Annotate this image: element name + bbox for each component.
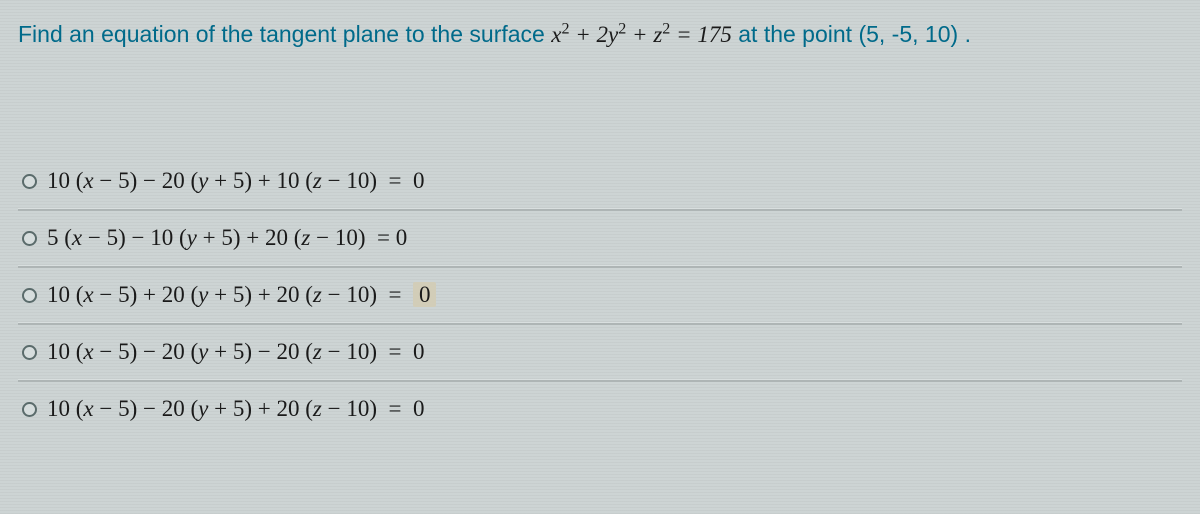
option-row[interactable]: 10 (x − 5) + 20 (y + 5) + 20 (z − 10) = … [18,266,1182,323]
radio-icon[interactable] [22,231,37,246]
option-row[interactable]: 5 (x − 5) − 10 (y + 5) + 20 (z − 10) = 0 [18,209,1182,266]
option-equation: 5 (x − 5) − 10 (y + 5) + 20 (z − 10) = 0 [47,225,407,251]
option-row[interactable]: 10 (x − 5) − 20 (y + 5) − 20 (z − 10) = … [18,323,1182,380]
radio-icon[interactable] [22,402,37,417]
radio-icon[interactable] [22,345,37,360]
option-equation: 10 (x − 5) + 20 (y + 5) + 20 (z − 10) = … [47,282,436,308]
question-text: Find an equation of the tangent plane to… [18,16,1182,54]
option-row[interactable]: 10 (x − 5) − 20 (y + 5) + 20 (z − 10) = … [18,380,1182,437]
option-equation: 10 (x − 5) − 20 (y + 5) + 20 (z − 10) = … [47,396,424,422]
question-point: (5, -5, 10) [858,21,958,47]
radio-icon[interactable] [22,174,37,189]
question-mid: at the point [738,21,858,47]
option-equation: 10 (x − 5) − 20 (y + 5) + 10 (z − 10) = … [47,168,424,194]
radio-icon[interactable] [22,288,37,303]
question-surface-equation: x2 + 2y2 + z2 = 175 [551,21,732,47]
question-container: Find an equation of the tangent plane to… [0,0,1200,437]
option-row[interactable]: 10 (x − 5) − 20 (y + 5) + 10 (z − 10) = … [18,154,1182,209]
options-list: 10 (x − 5) − 20 (y + 5) + 10 (z − 10) = … [18,154,1182,437]
question-prefix: Find an equation of the tangent plane to… [18,21,551,47]
option-equation: 10 (x − 5) − 20 (y + 5) − 20 (z − 10) = … [47,339,424,365]
question-suffix: . [965,21,971,47]
